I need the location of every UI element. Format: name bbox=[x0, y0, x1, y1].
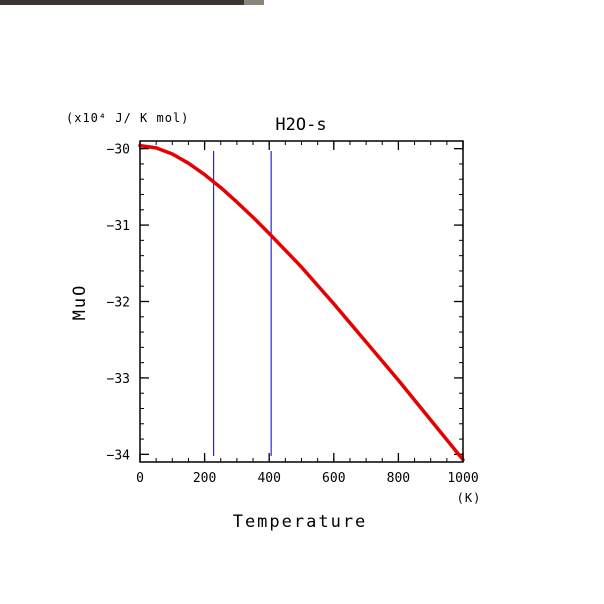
x-axis-label: Temperature bbox=[233, 512, 368, 532]
window-top-bar bbox=[0, 0, 264, 5]
y-unit-label: (x10⁴ J/ K mol) bbox=[66, 111, 189, 125]
chart-title: H2O-s bbox=[275, 115, 326, 135]
x-tick-label: 400 bbox=[257, 471, 280, 486]
y-tick-label: −33 bbox=[107, 372, 130, 387]
window-top-bar-edge bbox=[244, 0, 264, 5]
series-line bbox=[138, 143, 465, 462]
x-tick-label: 600 bbox=[322, 471, 345, 486]
plot-frame bbox=[139, 140, 464, 463]
series-layer bbox=[138, 143, 465, 462]
y-tick-label: −30 bbox=[107, 143, 130, 158]
ticks-layer: 0 200 400 600 800 1000 −30 −31 −32 −33 −34 bbox=[107, 141, 479, 486]
x-tick-label: 200 bbox=[193, 471, 216, 486]
y-axis-label: MuO bbox=[70, 284, 90, 321]
x-tick-label: 800 bbox=[387, 471, 410, 486]
y-tick-label: −32 bbox=[107, 296, 130, 311]
y-tick-label: −31 bbox=[107, 219, 130, 234]
x-tick-label: 1000 bbox=[447, 471, 478, 486]
y-tick-label: −34 bbox=[107, 448, 131, 463]
x-tick-label: 0 bbox=[136, 471, 144, 486]
x-unit-label: (K) bbox=[457, 491, 482, 505]
vertical-lines-layer bbox=[213, 151, 272, 456]
